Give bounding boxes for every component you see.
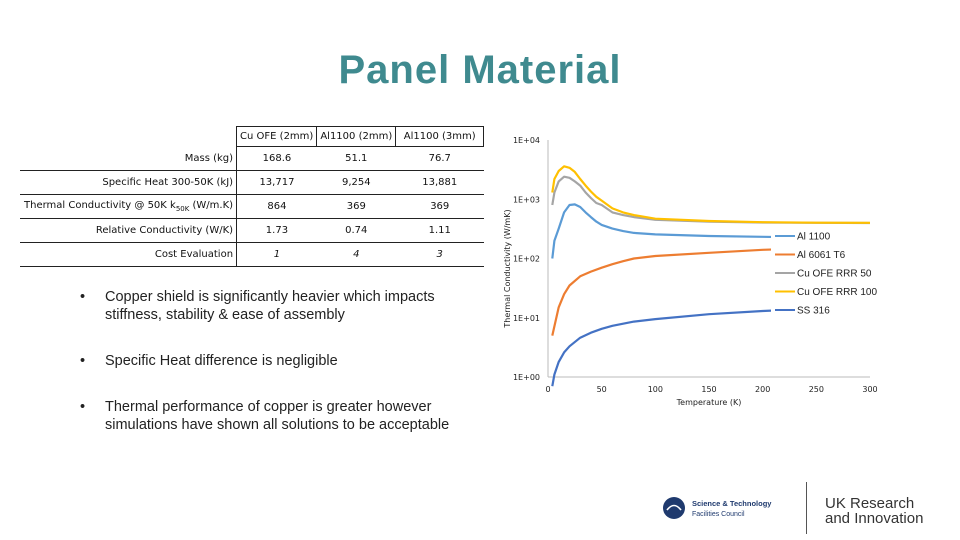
table-header-row: Cu OFE (2mm) Al1100 (2mm) Al1100 (3mm)	[20, 126, 485, 147]
series-line-cu-ofe-rrr-100	[551, 165, 871, 224]
table-cell: 369	[395, 194, 484, 219]
x-tick-label: 0	[545, 385, 550, 394]
row-label: Relative Conductivity (W/K)	[20, 218, 238, 243]
table-cell: 1.11	[395, 218, 484, 243]
table-cell: 13,881	[395, 170, 484, 195]
list-item: • Thermal performance of copper is great…	[80, 398, 480, 434]
table-row: Specific Heat 300-50K (kJ) 13,717 9,254 …	[20, 170, 484, 195]
series-line-al-6061-t6	[551, 246, 871, 336]
row-label: Thermal Conductivity @ 50K k50K (W/m.K)	[20, 194, 238, 219]
series-line-al-1100	[551, 203, 871, 259]
legend-label: Al 1100	[797, 232, 831, 243]
slide-title: Panel Material	[338, 48, 622, 92]
list-item: • Copper shield is significantly heavier…	[80, 288, 480, 324]
table-cell: 1	[236, 242, 317, 267]
x-tick-label: 250	[809, 385, 824, 394]
table-cell: 0.74	[316, 218, 396, 243]
table-cell: 51.1	[316, 146, 396, 171]
x-tick-label: 300	[862, 385, 877, 394]
table-cell: 168.6	[236, 146, 317, 171]
y-tick-label: 1E+02	[513, 255, 540, 264]
table-cell: 76.7	[395, 146, 484, 171]
x-tick-label: 150	[701, 385, 716, 394]
x-tick-label: 100	[648, 385, 663, 394]
bullet-marker: •	[80, 353, 86, 369]
bullet-text: Specific Heat difference is negligible	[105, 353, 338, 369]
bullet-list: • Copper shield is significantly heavier…	[80, 288, 480, 434]
legend-label: Cu OFE RRR 100	[797, 287, 877, 298]
legend-label: Al 6061 T6	[797, 250, 846, 261]
bullet-marker: •	[80, 399, 86, 415]
table-cell: 13,717	[236, 170, 317, 195]
x-tick-label: 50	[597, 385, 607, 394]
legend-label: SS 316	[797, 306, 830, 317]
legend-box	[771, 226, 879, 316]
stfc-emblem-icon	[663, 497, 685, 519]
x-tick-label: 200	[755, 385, 770, 394]
table-cell: 3	[395, 242, 484, 267]
y-axis-title: Thermal Conductivity (W/mK)	[503, 209, 512, 328]
row-label: Mass (kg)	[20, 146, 238, 171]
y-tick-label: 1E+03	[513, 195, 540, 204]
stfc-logo: Science & Technology Facilities Council	[663, 497, 772, 519]
bullet-marker: •	[80, 289, 86, 305]
material-comparison-table: Cu OFE (2mm) Al1100 (2mm) Al1100 (3mm) M…	[20, 126, 485, 267]
row-label: Specific Heat 300-50K (kJ)	[20, 170, 238, 195]
ukri-logo-line1: UK Research	[825, 495, 915, 512]
list-item: • Specific Heat difference is negligible	[80, 352, 480, 370]
row-label: Cost Evaluation	[20, 242, 238, 267]
stfc-logo-line2: Facilities Council	[692, 511, 745, 518]
bullet-text: Thermal performance of copper is greater…	[105, 399, 450, 433]
table-row: Mass (kg) 168.6 51.1 76.7	[20, 146, 484, 171]
table-cell: 9,254	[316, 170, 396, 195]
table-row: Relative Conductivity (W/K) 1.73 0.74 1.…	[20, 218, 484, 243]
series-line-ss-316	[551, 306, 871, 387]
logo-divider	[806, 482, 807, 534]
y-tick-label: 1E+04	[513, 136, 540, 145]
y-tick-label: 1E+01	[513, 314, 540, 323]
table-cell: 864	[236, 194, 317, 219]
stfc-logo-line1: Science & Technology	[692, 499, 772, 508]
bullet-text: Copper shield is significantly heavier w…	[105, 289, 435, 323]
y-tick-label: 1E+00	[513, 373, 540, 382]
ukri-logo: UK Research and Innovation	[825, 496, 923, 526]
table-row: Cost Evaluation 1 4 3	[20, 242, 484, 267]
x-axis-title: Temperature (K)	[676, 398, 742, 407]
legend-label: Cu OFE RRR 50	[797, 269, 872, 280]
table-cell: 4	[316, 242, 396, 267]
ukri-logo-line2: and Innovation	[825, 510, 924, 527]
table-row: Thermal Conductivity @ 50K k50K (W/m.K) …	[20, 194, 484, 219]
table-cell: 1.73	[236, 218, 317, 243]
table-cell: 369	[316, 194, 396, 219]
